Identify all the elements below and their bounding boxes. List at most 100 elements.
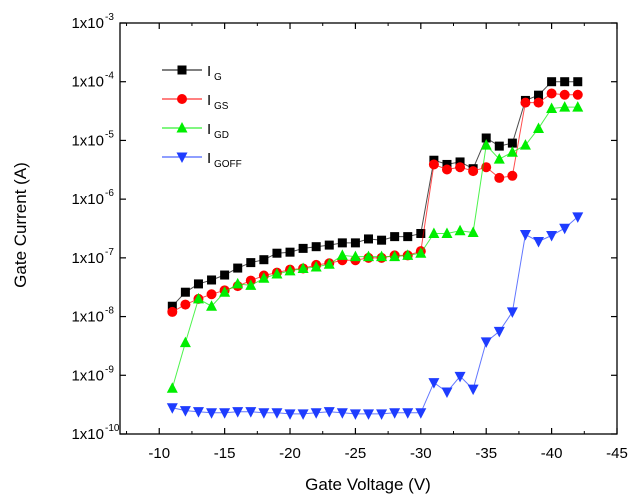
- legend-marker: [177, 65, 187, 75]
- data-point: [467, 226, 479, 238]
- y-tick-exponent: -10: [105, 423, 120, 434]
- x-axis-ticks: -10 -15 -20 -25 -30 -35 -40 -45: [126, 23, 628, 462]
- data-point: [519, 139, 531, 150]
- data-point: [441, 227, 453, 238]
- data-point: [364, 234, 373, 244]
- data-point: [442, 159, 452, 169]
- data-point: [402, 408, 414, 419]
- series-goff: [166, 212, 584, 420]
- data-point: [428, 227, 440, 238]
- data-point: [494, 172, 505, 183]
- data-point: [180, 299, 191, 310]
- data-point: [441, 164, 452, 175]
- data-point: [206, 289, 217, 300]
- data-point: [337, 238, 347, 248]
- data-point: [468, 166, 479, 177]
- legend-label-subscript: GS: [214, 101, 229, 112]
- x-tick-label: -30: [410, 445, 432, 462]
- data-point: [180, 287, 190, 297]
- data-point: [246, 258, 256, 268]
- y-tick-label: 1x10: [71, 15, 104, 32]
- data-point: [572, 101, 584, 112]
- data-point: [310, 408, 322, 419]
- data-point: [403, 232, 413, 242]
- data-point: [363, 409, 374, 420]
- y-tick-exponent: -3: [105, 12, 114, 23]
- data-point: [389, 250, 401, 262]
- legend-label: I: [207, 150, 211, 167]
- data-point: [220, 270, 230, 280]
- data-point: [559, 89, 570, 100]
- data-point: [520, 97, 531, 108]
- series-line: [172, 92, 578, 313]
- y-tick-exponent: -8: [105, 306, 114, 317]
- data-point: [416, 228, 426, 238]
- y-tick-label: 1x10: [71, 191, 104, 208]
- data-point: [258, 408, 270, 419]
- x-tick-label: -35: [475, 445, 497, 462]
- data-point: [207, 275, 217, 285]
- data-point: [389, 408, 401, 419]
- legend-label: I: [207, 121, 211, 138]
- data-point: [179, 406, 191, 417]
- series-layer: [166, 77, 584, 420]
- data-point: [559, 101, 571, 112]
- data-point: [415, 408, 427, 419]
- y-tick-label: 1x10: [71, 74, 104, 91]
- data-point: [534, 90, 544, 100]
- data-point: [533, 97, 544, 108]
- data-point: [349, 250, 361, 262]
- data-point: [323, 407, 335, 418]
- data-point: [455, 162, 466, 173]
- data-point: [233, 263, 243, 273]
- data-point: [572, 212, 584, 223]
- data-point: [493, 326, 505, 338]
- data-point: [519, 229, 531, 241]
- data-point: [271, 268, 283, 279]
- x-tick-label: -15: [214, 445, 236, 462]
- data-point: [219, 408, 231, 419]
- legend-label: I: [207, 63, 211, 80]
- data-point: [533, 122, 545, 133]
- data-point: [167, 301, 177, 311]
- data-point: [415, 247, 427, 258]
- legend-label-subscript: GD: [214, 130, 229, 141]
- data-point: [324, 240, 334, 250]
- data-point: [167, 306, 178, 317]
- data-point: [455, 157, 465, 167]
- series-line: [171, 106, 578, 389]
- data-point: [166, 382, 178, 393]
- data-point: [336, 408, 348, 419]
- legend-label-subscript: GOFF: [214, 159, 242, 170]
- data-point: [506, 307, 518, 318]
- data-point: [219, 286, 231, 297]
- legend: I GI GSI GDI GOFF: [162, 63, 242, 170]
- series-line: [171, 81, 578, 307]
- data-point: [454, 224, 466, 236]
- data-point: [297, 409, 309, 420]
- x-tick-label: -25: [345, 445, 367, 462]
- data-point: [363, 250, 374, 262]
- data-point: [572, 89, 583, 100]
- legend-item-gd: I GD: [162, 121, 229, 141]
- data-point: [560, 77, 570, 87]
- data-point: [546, 88, 557, 99]
- y-tick-label: 1x10: [71, 132, 104, 149]
- data-point: [258, 272, 270, 283]
- legend-marker: [176, 152, 188, 163]
- data-point: [402, 249, 414, 260]
- data-point: [573, 77, 583, 87]
- x-tick-label: -40: [541, 445, 563, 462]
- legend-marker: [177, 94, 187, 104]
- y-tick-exponent: -6: [105, 188, 114, 199]
- x-tick-label: -45: [606, 445, 628, 462]
- data-point: [441, 387, 453, 398]
- data-point: [193, 279, 203, 289]
- data-point: [546, 102, 558, 113]
- data-point: [507, 170, 518, 181]
- data-point: [467, 384, 479, 396]
- y-axis-label: Gate Current (A): [11, 162, 30, 288]
- series-line: [172, 216, 579, 415]
- data-point: [206, 300, 218, 311]
